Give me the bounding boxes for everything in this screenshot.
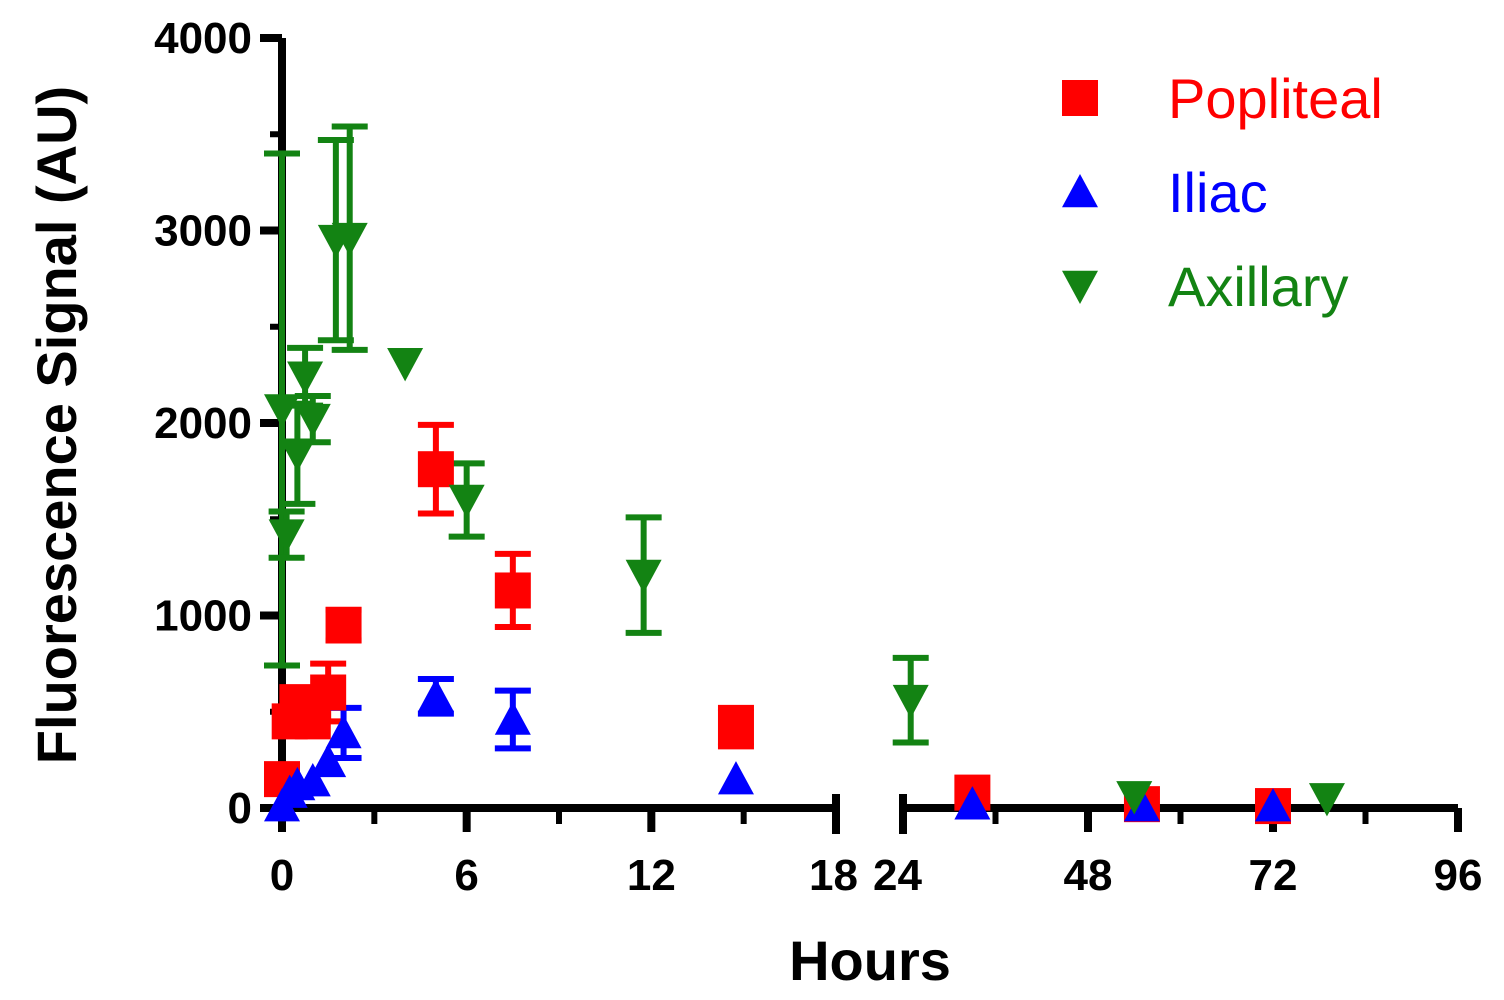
axillary-data-point: [1116, 781, 1153, 815]
iliac-data-point: [717, 761, 754, 795]
legend: Popliteal Iliac Axillary: [1062, 67, 1383, 318]
marker-layer: [264, 222, 1345, 825]
errorbar-layer: [264, 123, 929, 761]
popliteal-data-point: [325, 607, 362, 644]
y-tick-label: 2000: [154, 399, 252, 448]
x-tick-label: 12: [627, 851, 676, 900]
y-tick-label: 0: [228, 784, 252, 833]
iliac-data-point: [1123, 788, 1160, 822]
iliac-data-point: [294, 763, 331, 797]
x-axis-title: Hours: [789, 929, 951, 992]
iliac-data-point: [1255, 788, 1291, 822]
iliac-data-point: [325, 714, 362, 749]
iliac-data-point: [494, 701, 531, 735]
axillary-data-point: [625, 559, 662, 594]
legend-axillary-label: Axillary: [1168, 255, 1348, 318]
x-tick-label: 48: [1064, 851, 1113, 900]
popliteal-data-point: [417, 451, 454, 488]
popliteal-data-point: [717, 709, 754, 746]
axillary-data-point: [279, 438, 316, 472]
x-tick-label: 96: [1434, 851, 1483, 900]
popliteal-data-point: [494, 572, 531, 609]
legend-iliac-marker: [1062, 174, 1098, 208]
legend-popliteal-marker: [1062, 80, 1098, 116]
axillary-data-point: [1308, 783, 1345, 817]
axillary-data-point: [264, 394, 300, 428]
y-tick-label: 4000: [154, 14, 252, 63]
y-tick-label: 1000: [154, 592, 252, 641]
axillary-data-point: [268, 519, 305, 553]
legend-popliteal-label: Popliteal: [1168, 67, 1383, 130]
popliteal-data-point: [310, 674, 347, 711]
iliac-data-point: [310, 743, 347, 778]
legend-axillary-marker: [1062, 270, 1098, 304]
iliac-data-point: [954, 786, 991, 820]
axillary-data-point: [294, 403, 331, 438]
axillary-data-point: [331, 222, 368, 257]
y-axis-title: Fluorescence Signal (AU): [25, 86, 88, 764]
axillary-data-point: [387, 348, 424, 382]
x-tick-label: 6: [454, 851, 478, 900]
axes-layer: 0 1000 2000 3000 4000 0 6 12 18 24 48 72 96: [154, 14, 1482, 900]
legend-iliac-label: Iliac: [1168, 161, 1268, 224]
axillary-data-point: [287, 361, 324, 395]
x-tick-label: 0: [270, 851, 294, 900]
axillary-data-point: [892, 684, 929, 719]
x-tick-label: 18: [809, 851, 858, 900]
iliac-data-point: [417, 678, 454, 712]
y-tick-label: 3000: [154, 207, 252, 256]
x-tick-label: 24: [873, 851, 922, 900]
axillary-data-point: [448, 484, 485, 518]
x-tick-label: 72: [1249, 851, 1298, 900]
